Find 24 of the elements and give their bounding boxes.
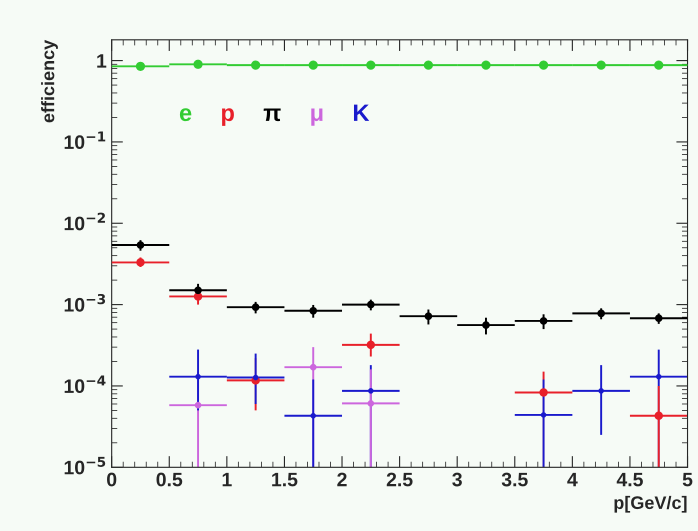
x-tick-label: 0 <box>107 472 116 486</box>
text: K <box>354 104 370 121</box>
x-tick-label: 3 <box>452 472 462 486</box>
x-tick-label: 1 <box>222 472 232 486</box>
y-axis-title: efficiency <box>41 40 58 122</box>
y-tick-label: 10$^{−3}$ <box>64 294 106 312</box>
x-tick-label: 2 <box>337 472 347 486</box>
y-tick-label: 10$^{−2}$ <box>64 212 105 230</box>
y-tick-label: 10$^{−1}$ <box>64 131 106 150</box>
y-tick-label: 10$^{−5}$ <box>64 456 106 474</box>
x-tick-label: 5 <box>682 472 692 486</box>
x-tick-label: 1.5 <box>272 472 298 486</box>
series-label: e <box>180 108 192 122</box>
y-tick-label: 10$^{−4}$ <box>64 375 106 394</box>
text: p <box>222 108 234 126</box>
x-tick-label: 0.5 <box>156 472 182 486</box>
x-tick-label: 2.5 <box>386 472 413 486</box>
x-tick-label: 4 <box>567 472 578 486</box>
y-tick-label: 1 <box>97 54 106 68</box>
x-tick-label: 4.5 <box>616 472 643 486</box>
x-axis-title: p[GeV/c] <box>614 496 687 513</box>
text: π <box>264 108 281 122</box>
text: μ <box>311 108 323 126</box>
x-tick-label: 3.5 <box>502 472 528 486</box>
